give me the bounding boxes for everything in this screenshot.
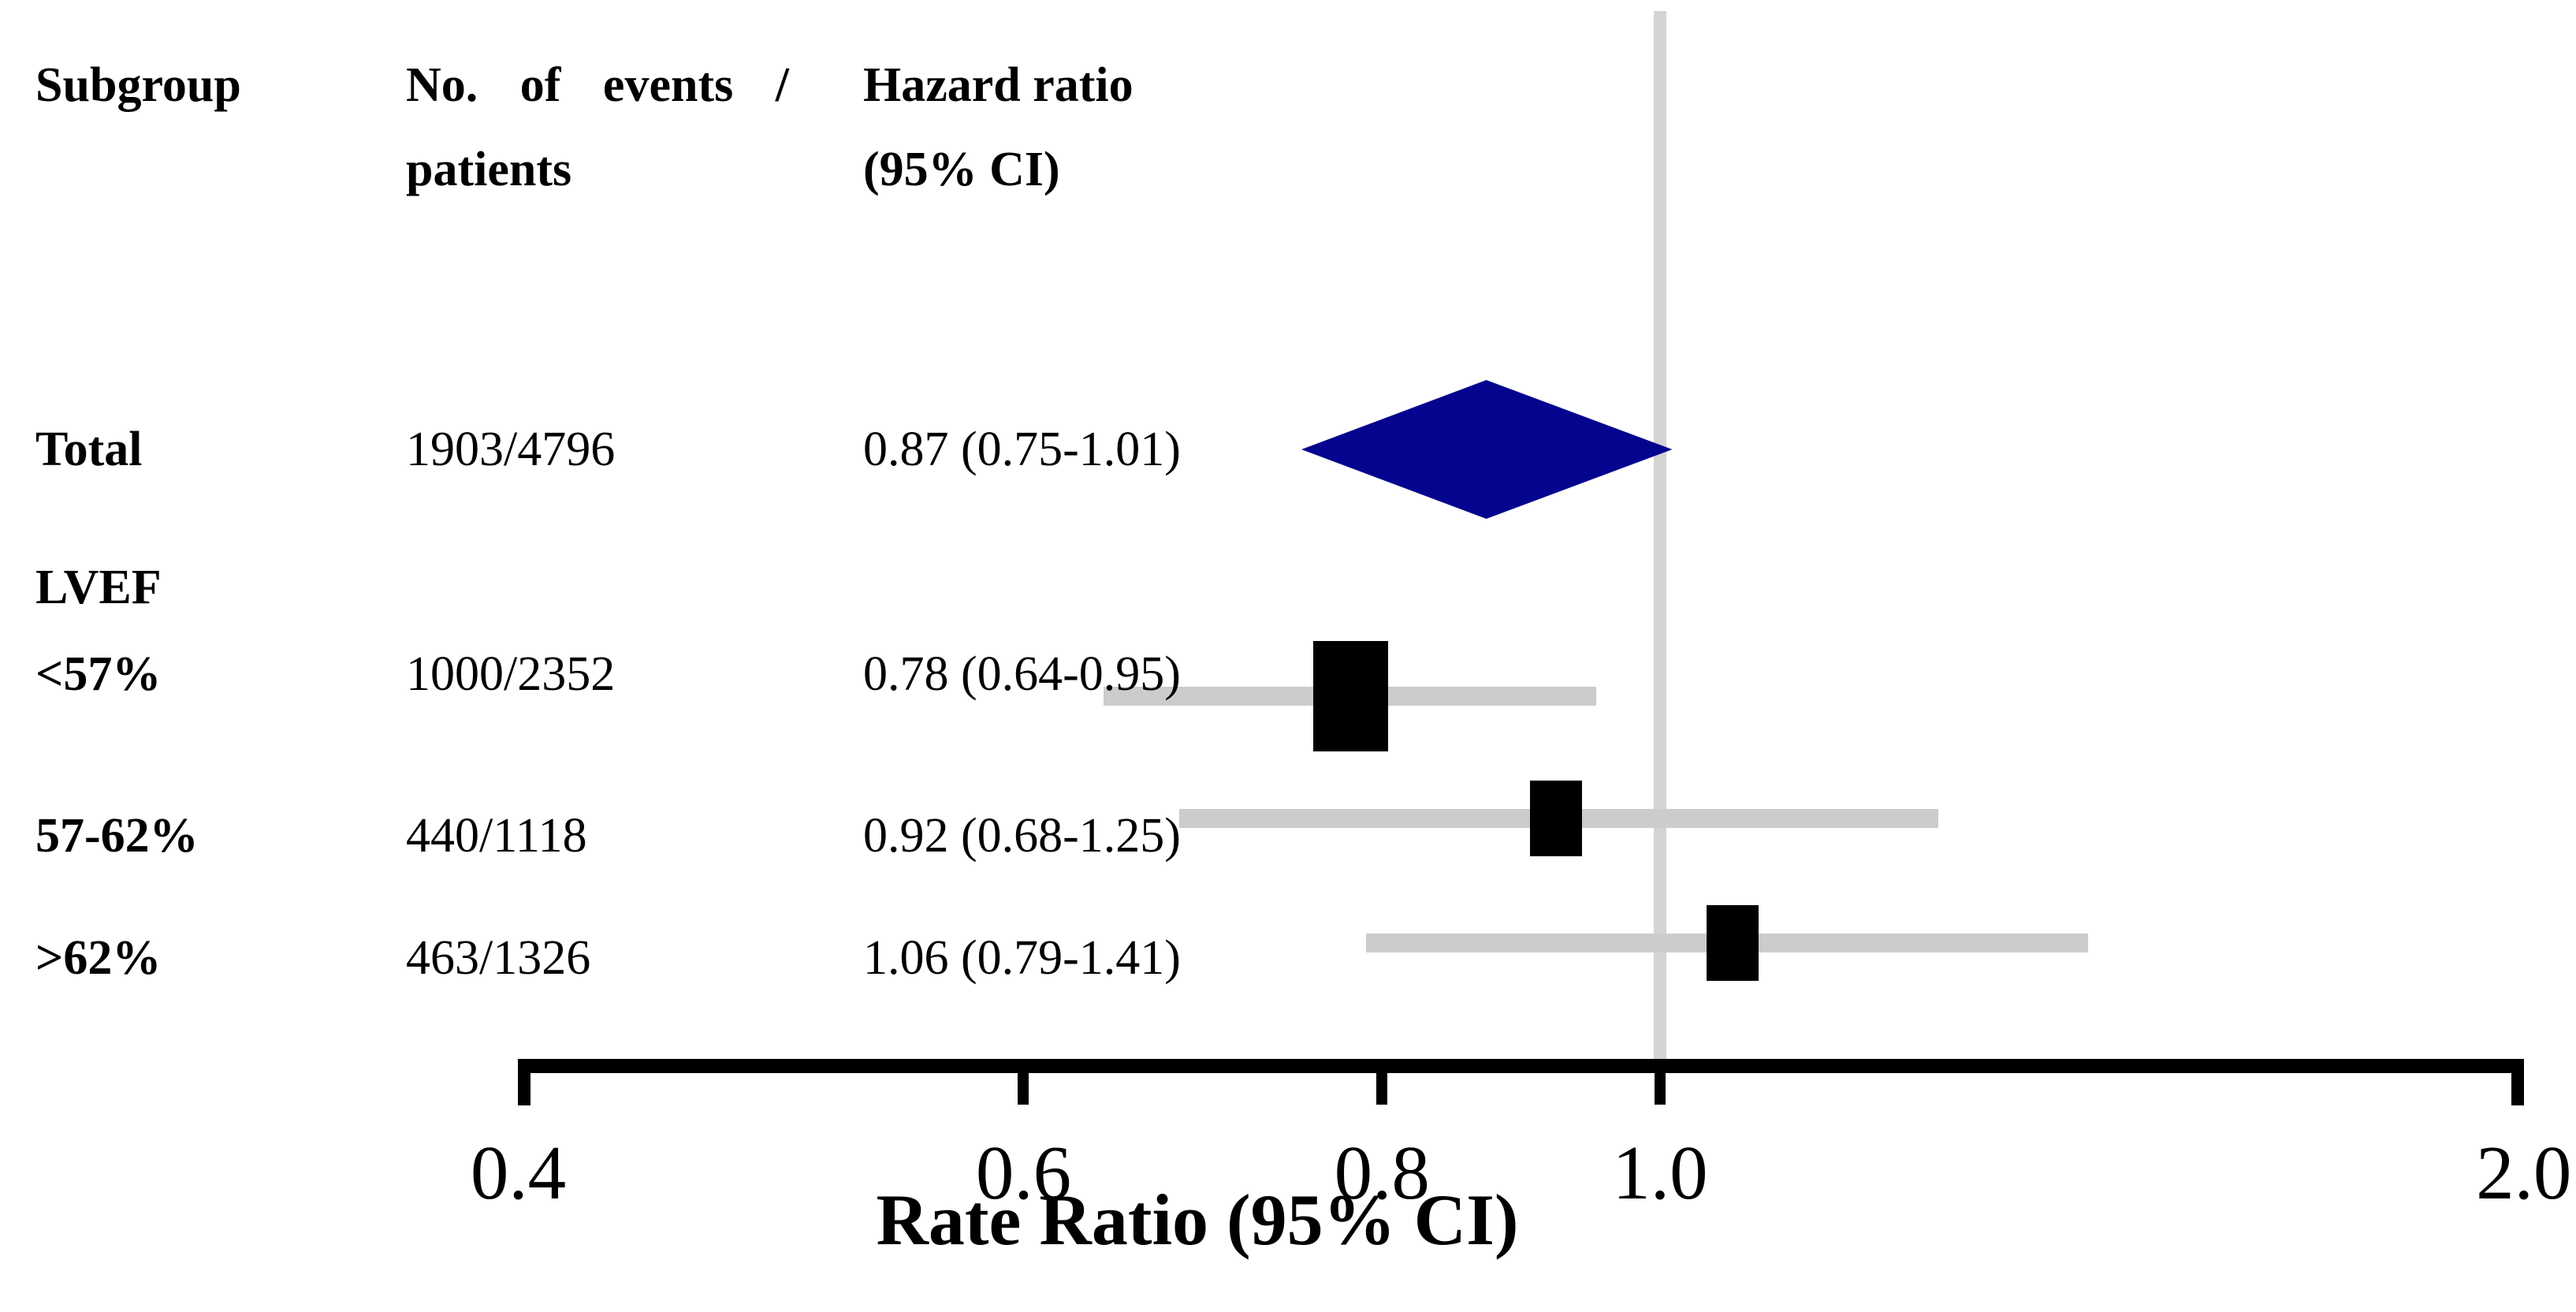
axis-tick xyxy=(518,1059,531,1105)
axis-tick-label: 0.4 xyxy=(470,1131,567,1215)
axis-tick xyxy=(1655,1073,1666,1105)
section-label-lvef: LVEF xyxy=(35,561,162,614)
row-label-57-62: 57-62% xyxy=(35,809,199,863)
diamond-marker xyxy=(1301,380,1673,519)
reference-line xyxy=(1654,11,1666,1073)
square-marker xyxy=(1530,781,1583,856)
row-events-lt57: 1000/2352 xyxy=(406,647,616,701)
x-axis-title: Rate Ratio (95% CI) xyxy=(876,1180,1519,1260)
axis-tick xyxy=(1018,1073,1029,1105)
col-header-hazard-ratio-line1: Hazard ratio xyxy=(863,58,1134,112)
row-label-lt57: <57% xyxy=(35,647,162,701)
row-hr-57-62: 0.92 (0.68-1.25) xyxy=(863,809,1181,863)
col-header-events-line2: patients xyxy=(406,143,572,196)
row-hr-gt62: 1.06 (0.79-1.41) xyxy=(863,931,1181,985)
axis-tick xyxy=(1376,1073,1388,1105)
row-hr-lt57: 0.78 (0.64-0.95) xyxy=(863,647,1181,701)
axis-tick xyxy=(2511,1059,2524,1105)
square-marker xyxy=(1312,641,1388,751)
col-header-events-line1: No. of events / xyxy=(406,58,789,112)
row-label-gt62: >62% xyxy=(35,931,162,985)
axis-tick-label: 2.0 xyxy=(2476,1131,2572,1215)
axis-tick-label: 1.0 xyxy=(1612,1131,1708,1215)
axis-tick-label: 0.8 xyxy=(1334,1131,1430,1215)
row-events-gt62: 463/1326 xyxy=(406,931,591,985)
square-marker xyxy=(1707,905,1759,981)
col-header-subgroup: Subgroup xyxy=(35,58,241,112)
row-events-57-62: 440/1118 xyxy=(406,809,587,863)
axis-tick-label: 0.6 xyxy=(975,1131,1072,1215)
row-label-total: Total xyxy=(35,423,143,476)
x-axis-line xyxy=(518,1059,2524,1073)
row-events-total: 1903/4796 xyxy=(406,423,616,476)
col-header-hazard-ratio-line2: (95% CI) xyxy=(863,143,1060,196)
row-hr-total: 0.87 (0.75-1.01) xyxy=(863,423,1181,476)
